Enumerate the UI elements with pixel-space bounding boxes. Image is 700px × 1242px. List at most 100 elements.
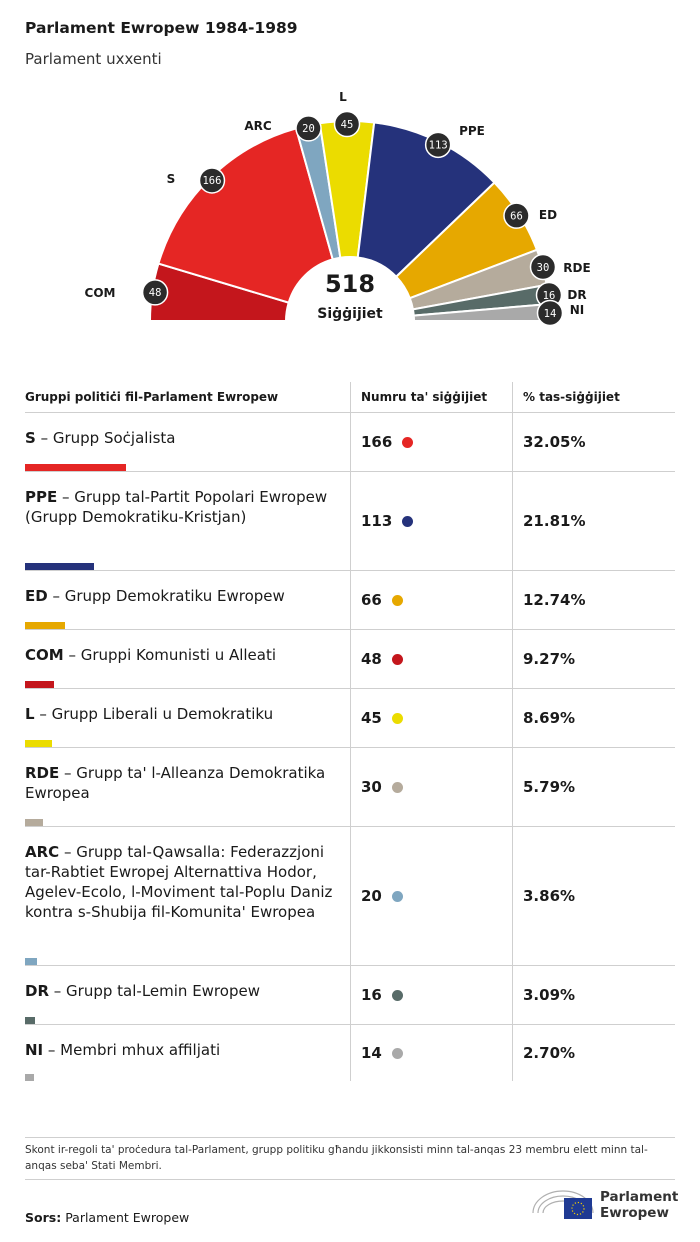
group-color-dot xyxy=(391,781,403,793)
table-row: S – Grupp Soċjalista 166 32.05% xyxy=(25,413,675,472)
group-share-bar xyxy=(25,464,126,471)
group-name: – Grupp ta' l-Alleanza Demokratika Ewrop… xyxy=(25,764,326,802)
percent-value: 21.81% xyxy=(523,512,586,530)
seat-badge-com xyxy=(141,279,169,306)
group-share-bar xyxy=(25,622,66,629)
group-share-bar xyxy=(25,563,94,570)
percent-cell: 3.86% xyxy=(512,827,675,965)
group-abbr: ARC xyxy=(25,843,60,861)
seat-badge-value: 30 xyxy=(537,262,550,274)
chart-title: Parlament Ewropew 1984-1989 xyxy=(25,19,298,37)
group-color-dot xyxy=(391,653,403,665)
table-row: NI – Membri mhux affiljati 14 2.70% xyxy=(25,1025,675,1081)
group-cell: NI – Membri mhux affiljati xyxy=(25,1025,350,1081)
table-row: DR – Grupp tal-Lemin Ewropew 16 3.09% xyxy=(25,966,675,1025)
table-row: ARC – Grupp tal-Qawsalla: Federazzjoni t… xyxy=(25,827,675,966)
group-label: ED xyxy=(539,208,557,222)
group-name: – Grupp Liberali u Demokratiku xyxy=(34,705,274,723)
group-cell: ARC – Grupp tal-Qawsalla: Federazzjoni t… xyxy=(25,827,350,965)
group-cell: ED – Grupp Demokratiku Ewropew xyxy=(25,571,350,629)
group-abbr: S xyxy=(25,429,36,447)
seats-cell: 45 xyxy=(350,689,512,747)
seats-cell: 166 xyxy=(350,413,512,471)
seats-value: 16 xyxy=(361,986,382,1004)
footnote: Skont ir-regoli ta' proċedura tal-Parlam… xyxy=(25,1137,675,1180)
group-share-bar xyxy=(25,958,38,965)
chart-subtitle: Parlament uxxenti xyxy=(25,50,162,68)
table-header: Gruppi politiċi fil-Parlament Ewropew Nu… xyxy=(25,382,675,413)
seat-badge-value: 113 xyxy=(429,140,448,152)
group-cell: COM – Gruppi Komunisti u Alleati xyxy=(25,630,350,688)
group-color-dot xyxy=(402,436,414,448)
seats-cell: 20 xyxy=(350,827,512,965)
group-cell: S – Grupp Soċjalista xyxy=(25,413,350,471)
seats-value: 20 xyxy=(361,887,382,905)
group-abbr: L xyxy=(25,705,35,723)
table-row: RDE – Grupp ta' l-Alleanza Demokratika E… xyxy=(25,748,675,827)
seats-value: 48 xyxy=(361,650,382,668)
seat-badge-arc xyxy=(295,115,322,142)
group-label: DR xyxy=(567,288,586,302)
group-name: – Grupp tal-Partit Popolari Ewropew (Gru… xyxy=(25,488,328,526)
seat-badge-l xyxy=(333,110,361,138)
seats-cell: 113 xyxy=(350,472,512,570)
seat-badge-value: 66 xyxy=(510,210,523,222)
seats-cell: 66 xyxy=(350,571,512,629)
group-color-dot xyxy=(391,989,403,1001)
percent-cell: 32.05% xyxy=(512,413,675,471)
percent-value: 9.27% xyxy=(523,650,576,668)
seats-value: 166 xyxy=(361,433,393,451)
seats-value: 66 xyxy=(361,591,382,609)
eu-parliament-logo: Parlament Ewropew xyxy=(530,1183,680,1223)
percent-cell: 5.79% xyxy=(512,748,675,826)
table-row: ED – Grupp Demokratiku Ewropew 66 12.74% xyxy=(25,571,675,630)
seat-badge-value: 20 xyxy=(302,123,315,135)
percent-value: 12.74% xyxy=(523,591,586,609)
group-share-bar xyxy=(25,681,55,688)
group-cell: RDE – Grupp ta' l-Alleanza Demokratika E… xyxy=(25,748,350,826)
group-abbr: COM xyxy=(25,646,64,664)
percent-value: 5.79% xyxy=(523,778,576,796)
seats-cell: 14 xyxy=(350,1025,512,1081)
percent-value: 2.70% xyxy=(523,1044,576,1062)
source-label: Sors: xyxy=(25,1210,62,1225)
group-color-dot xyxy=(391,594,403,606)
group-name: – Grupp Demokratiku Ewropew xyxy=(47,587,285,605)
logo-line-2: Ewropew xyxy=(600,1205,669,1221)
group-share-bar xyxy=(25,1017,35,1024)
seats-value: 45 xyxy=(361,709,382,727)
seat-badge-value: 45 xyxy=(341,119,354,131)
group-cell: PPE – Grupp tal-Partit Popolari Ewropew … xyxy=(25,472,350,570)
logo-line-1: Parlament xyxy=(600,1189,679,1205)
group-color-dot xyxy=(391,890,403,902)
group-name: – Grupp Soċjalista xyxy=(35,429,176,447)
seat-badge-ni xyxy=(536,299,564,327)
seat-badge-s xyxy=(198,167,226,194)
percent-value: 32.05% xyxy=(523,433,586,451)
group-label: RDE xyxy=(563,261,590,275)
group-label: PPE xyxy=(459,124,485,138)
group-name: – Grupp tal-Lemin Ewropew xyxy=(49,982,260,1000)
seat-badge-value: 16 xyxy=(543,290,556,302)
group-label: L xyxy=(339,90,347,104)
group-abbr: ED xyxy=(25,587,48,605)
group-share-bar xyxy=(25,1074,34,1081)
table-row: L – Grupp Liberali u Demokratiku 45 8.69% xyxy=(25,689,675,748)
seats-cell: 30 xyxy=(350,748,512,826)
header-percent: % tas-siġġijiet xyxy=(512,382,675,412)
header-seats: Numru ta' siġġijiet xyxy=(350,382,512,412)
percent-cell: 2.70% xyxy=(512,1025,675,1081)
group-label: ARC xyxy=(244,119,272,133)
group-abbr: DR xyxy=(25,982,50,1000)
hemicycle-chart: 48 166 20 45 113 66 30 16 14 COM S ARC L PPE ED RDE DRN… xyxy=(85,90,591,327)
group-abbr: RDE xyxy=(25,764,60,782)
group-abbr: NI xyxy=(25,1041,44,1059)
seat-badge-value: 14 xyxy=(544,308,557,320)
group-label: COM xyxy=(85,286,116,300)
group-abbr: PPE xyxy=(25,488,58,506)
slice-ppe xyxy=(356,121,496,279)
seats-value: 14 xyxy=(361,1044,382,1062)
source-value: Parlament Ewropew xyxy=(65,1210,190,1225)
group-name: – Membri mhux affiljati xyxy=(43,1041,221,1059)
group-cell: L – Grupp Liberali u Demokratiku xyxy=(25,689,350,747)
